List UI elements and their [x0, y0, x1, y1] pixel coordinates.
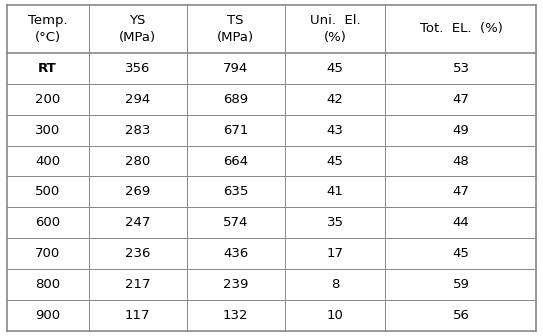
Text: 236: 236 — [125, 247, 150, 260]
Text: 689: 689 — [223, 93, 248, 106]
Text: 45: 45 — [452, 247, 469, 260]
Text: 664: 664 — [223, 155, 248, 168]
Text: 45: 45 — [327, 62, 344, 75]
Text: 671: 671 — [223, 124, 248, 137]
Text: 400: 400 — [35, 155, 60, 168]
Text: 44: 44 — [452, 216, 469, 229]
Text: 900: 900 — [35, 309, 60, 322]
Text: RT: RT — [38, 62, 57, 75]
Text: 42: 42 — [327, 93, 344, 106]
Text: 800: 800 — [35, 278, 60, 291]
Text: 239: 239 — [223, 278, 248, 291]
Text: Uni.  El.
(%): Uni. El. (%) — [310, 14, 361, 44]
Text: TS
(MPa): TS (MPa) — [217, 14, 254, 44]
Text: 47: 47 — [452, 185, 469, 199]
Text: 49: 49 — [452, 124, 469, 137]
Text: 48: 48 — [452, 155, 469, 168]
Text: 117: 117 — [125, 309, 150, 322]
Text: 436: 436 — [223, 247, 248, 260]
Text: YS
(MPa): YS (MPa) — [119, 14, 156, 44]
Text: 574: 574 — [223, 216, 248, 229]
Text: 17: 17 — [326, 247, 344, 260]
Text: 283: 283 — [125, 124, 150, 137]
Text: 500: 500 — [35, 185, 60, 199]
Text: 10: 10 — [327, 309, 344, 322]
Text: 269: 269 — [125, 185, 150, 199]
Text: 356: 356 — [125, 62, 150, 75]
Text: 8: 8 — [331, 278, 339, 291]
Text: 600: 600 — [35, 216, 60, 229]
Text: 794: 794 — [223, 62, 248, 75]
Text: 247: 247 — [125, 216, 150, 229]
Text: 41: 41 — [327, 185, 344, 199]
Text: 635: 635 — [223, 185, 248, 199]
Text: 217: 217 — [125, 278, 150, 291]
Text: Temp.
(°C): Temp. (°C) — [28, 14, 67, 44]
Text: 280: 280 — [125, 155, 150, 168]
Text: 43: 43 — [327, 124, 344, 137]
Text: 35: 35 — [326, 216, 344, 229]
Text: 700: 700 — [35, 247, 60, 260]
Text: 294: 294 — [125, 93, 150, 106]
Text: 56: 56 — [452, 309, 469, 322]
Text: 59: 59 — [452, 278, 469, 291]
Text: 132: 132 — [223, 309, 249, 322]
Text: Tot.  EL.  (%): Tot. EL. (%) — [420, 23, 502, 36]
Text: 47: 47 — [452, 93, 469, 106]
Text: 300: 300 — [35, 124, 60, 137]
Text: 53: 53 — [452, 62, 470, 75]
Text: 200: 200 — [35, 93, 60, 106]
Text: 45: 45 — [327, 155, 344, 168]
